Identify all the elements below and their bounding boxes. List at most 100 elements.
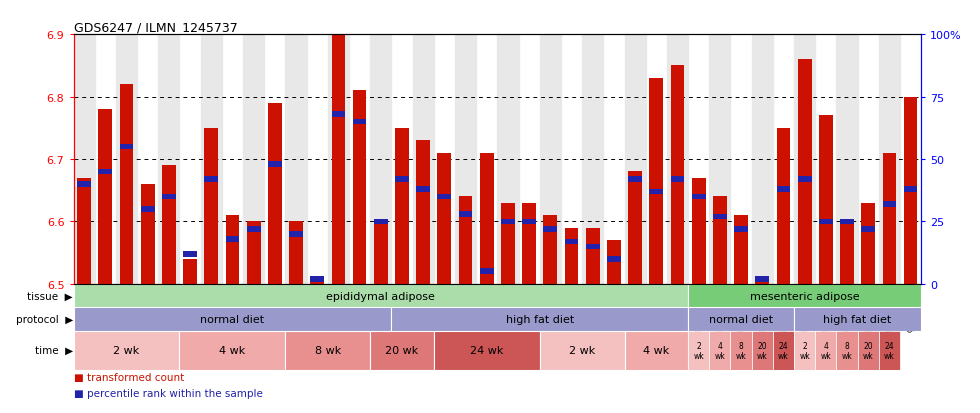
Bar xyxy=(225,216,239,284)
Bar xyxy=(607,240,620,284)
Bar xyxy=(116,35,137,284)
Bar xyxy=(370,35,391,284)
Bar xyxy=(98,169,112,175)
Bar xyxy=(437,153,451,284)
Text: 2 wk: 2 wk xyxy=(569,345,595,355)
Bar xyxy=(710,331,730,370)
Bar xyxy=(858,331,879,370)
Bar xyxy=(883,153,897,284)
Bar xyxy=(776,187,790,192)
Bar xyxy=(861,203,875,284)
Text: normal diet: normal diet xyxy=(709,314,773,324)
Bar xyxy=(74,35,95,284)
Bar xyxy=(883,202,897,207)
Bar xyxy=(710,35,730,284)
Bar xyxy=(650,189,663,195)
Bar xyxy=(98,110,112,284)
Text: 8 wk: 8 wk xyxy=(315,345,341,355)
Bar xyxy=(162,194,175,200)
Bar xyxy=(285,35,307,284)
Bar xyxy=(564,228,578,284)
Bar xyxy=(311,278,324,284)
Bar xyxy=(455,35,476,284)
Bar xyxy=(74,308,391,331)
Bar xyxy=(586,244,600,249)
Text: tissue  ▶: tissue ▶ xyxy=(27,291,74,301)
Bar xyxy=(756,278,769,284)
Bar xyxy=(311,276,324,282)
Bar xyxy=(501,219,514,225)
Bar xyxy=(752,331,773,370)
Text: 4
wk: 4 wk xyxy=(820,341,831,360)
Bar xyxy=(688,284,921,308)
Bar xyxy=(289,231,303,237)
Bar xyxy=(904,187,917,192)
Bar xyxy=(391,308,688,331)
Bar xyxy=(201,35,221,284)
Text: 20
wk: 20 wk xyxy=(862,341,873,360)
Bar xyxy=(624,331,688,370)
Bar xyxy=(540,331,624,370)
Bar xyxy=(670,177,684,182)
Bar xyxy=(798,60,811,284)
Bar xyxy=(459,211,472,217)
Bar xyxy=(840,219,854,225)
Bar xyxy=(670,66,684,284)
Text: 2 wk: 2 wk xyxy=(114,345,139,355)
Bar xyxy=(158,35,179,284)
Bar xyxy=(688,308,794,331)
Text: 2
wk: 2 wk xyxy=(693,341,704,360)
Bar xyxy=(247,222,261,284)
Bar xyxy=(205,177,219,182)
Text: 8
wk: 8 wk xyxy=(842,341,853,360)
Bar xyxy=(628,177,642,182)
Text: normal diet: normal diet xyxy=(200,314,265,324)
Bar xyxy=(501,203,514,284)
Text: 24 wk: 24 wk xyxy=(470,345,504,355)
Bar xyxy=(713,197,727,284)
Bar xyxy=(879,331,900,370)
Bar xyxy=(666,35,688,284)
Bar xyxy=(650,78,663,284)
Bar xyxy=(416,187,430,192)
Bar xyxy=(225,237,239,242)
Bar xyxy=(413,35,434,284)
Bar xyxy=(370,331,434,370)
Bar xyxy=(179,331,285,370)
Text: mesenteric adipose: mesenteric adipose xyxy=(750,291,859,301)
Bar xyxy=(624,35,646,284)
Bar xyxy=(544,216,558,284)
Bar xyxy=(734,216,748,284)
Bar xyxy=(395,177,409,182)
Bar xyxy=(141,206,155,212)
Bar xyxy=(819,116,833,284)
Bar xyxy=(374,222,388,284)
Bar xyxy=(688,331,710,370)
Bar xyxy=(327,35,349,284)
Text: high fat diet: high fat diet xyxy=(506,314,574,324)
Bar xyxy=(268,104,281,284)
Bar xyxy=(437,194,451,200)
Bar xyxy=(374,219,388,225)
Bar xyxy=(268,162,281,167)
Text: 4 wk: 4 wk xyxy=(220,345,246,355)
Bar xyxy=(607,256,620,262)
Bar xyxy=(756,276,769,282)
Text: 20 wk: 20 wk xyxy=(385,345,418,355)
Bar xyxy=(713,214,727,220)
Text: protocol  ▶: protocol ▶ xyxy=(16,314,74,324)
Bar xyxy=(120,85,133,284)
Bar xyxy=(819,219,833,225)
Bar xyxy=(692,194,706,200)
Bar xyxy=(77,178,91,284)
Bar xyxy=(815,331,837,370)
Text: 4 wk: 4 wk xyxy=(643,345,669,355)
Bar xyxy=(840,222,854,284)
Text: GDS6247 / ILMN_1245737: GDS6247 / ILMN_1245737 xyxy=(74,21,237,34)
Bar xyxy=(794,35,815,284)
Text: ■ percentile rank within the sample: ■ percentile rank within the sample xyxy=(74,388,263,398)
Bar xyxy=(480,153,494,284)
Bar xyxy=(904,97,917,284)
Bar xyxy=(752,35,773,284)
Bar xyxy=(582,35,604,284)
